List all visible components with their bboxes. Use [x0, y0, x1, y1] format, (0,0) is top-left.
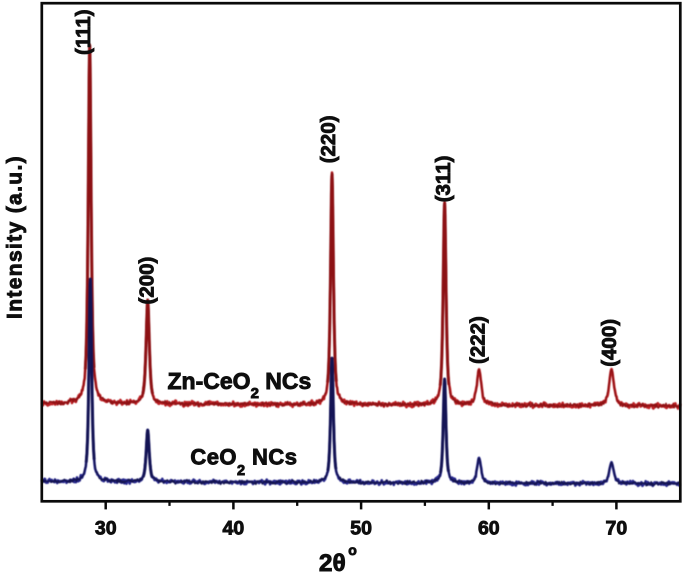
svg-text:40: 40 — [223, 518, 245, 540]
svg-text:Intensity (a.u.): Intensity (a.u.) — [4, 155, 27, 319]
svg-text:(400): (400) — [598, 319, 621, 367]
svg-text:(220): (220) — [317, 115, 340, 163]
svg-text:(200): (200) — [135, 257, 158, 305]
svg-text:70: 70 — [606, 518, 628, 540]
svg-text:(111): (111) — [72, 9, 95, 55]
svg-text:60: 60 — [478, 518, 500, 540]
svg-text:(222): (222) — [467, 316, 490, 364]
svg-text:50: 50 — [350, 518, 372, 540]
svg-text:30: 30 — [95, 518, 117, 540]
svg-text:2θ: 2θ — [319, 550, 346, 574]
svg-text:(311): (311) — [432, 156, 455, 203]
svg-text:o: o — [348, 542, 357, 558]
